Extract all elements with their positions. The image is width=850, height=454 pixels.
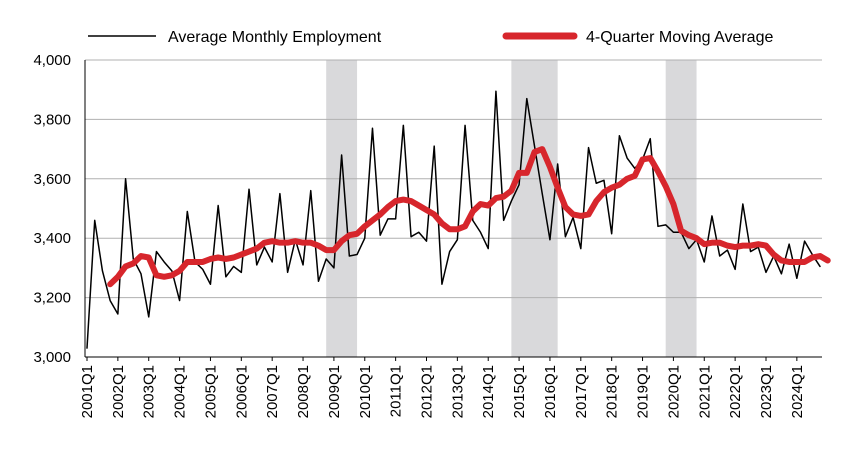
x-tick-label-13: 2014Q1	[480, 365, 497, 418]
series-lines	[86, 90, 831, 349]
y-tick-label-3: 3,600	[33, 171, 71, 188]
x-tick-label-17: 2018Q1	[604, 365, 621, 418]
x-tick-labels: 2001Q1 2002Q1 2003Q1 2004Q1 2005Q1 2006Q1 2007…	[79, 357, 806, 418]
x-tick-label-0: 2001Q1	[79, 365, 96, 418]
x-tick-label-10: 2011Q1	[388, 365, 405, 417]
x-tick-label-15: 2016Q1	[542, 365, 559, 418]
y-tick-label-1: 3,200	[33, 290, 71, 307]
y-tick-labels: 3,000 3,200 3,400 3,600 3,800 4,000	[33, 52, 71, 366]
y-tick-label-5: 4,000	[33, 52, 71, 69]
x-tick-label-11: 2012Q1	[418, 365, 435, 418]
x-tick-label-5: 2006Q1	[233, 365, 250, 418]
x-tick-label-21: 2022Q1	[727, 365, 744, 418]
x-tick-label-16: 2017Q1	[573, 365, 590, 418]
x-tick-label-2: 2003Q1	[141, 365, 158, 418]
x-tick-label-19: 2020Q1	[665, 365, 682, 418]
series-line-moving-average	[107, 146, 831, 288]
recession-bands	[326, 60, 697, 357]
legend-label-moving-average: 4-Quarter Moving Average	[586, 29, 773, 46]
x-tick-label-23: 2024Q1	[789, 365, 806, 418]
legend: Average Monthly Employment 4-Quarter Mov…	[88, 29, 773, 46]
axes	[84, 60, 822, 358]
x-tick-label-1: 2002Q1	[110, 365, 127, 418]
legend-label-employment: Average Monthly Employment	[168, 29, 382, 46]
recession-band-1	[326, 60, 358, 357]
x-tick-label-9: 2010Q1	[357, 365, 374, 418]
x-tick-label-18: 2019Q1	[635, 365, 652, 418]
y-tick-label-4: 3,800	[33, 111, 71, 128]
x-tick-label-3: 2004Q1	[172, 365, 189, 418]
y-tick-label-2: 3,400	[33, 230, 71, 247]
x-tick-label-14: 2015Q1	[511, 365, 528, 418]
x-tick-label-22: 2023Q1	[758, 365, 775, 418]
x-tick-label-20: 2021Q1	[696, 365, 713, 418]
x-tick-label-6: 2007Q1	[264, 365, 281, 418]
x-tick-label-7: 2008Q1	[295, 365, 312, 418]
x-tick-label-12: 2013Q1	[449, 365, 466, 418]
recession-band-3	[665, 60, 697, 357]
recession-band-2	[511, 60, 558, 357]
x-tick-label-4: 2005Q1	[202, 365, 219, 418]
series-line-employment	[86, 90, 821, 349]
y-tick-label-0: 3,000	[33, 349, 71, 366]
x-tick-label-8: 2009Q1	[326, 365, 343, 418]
